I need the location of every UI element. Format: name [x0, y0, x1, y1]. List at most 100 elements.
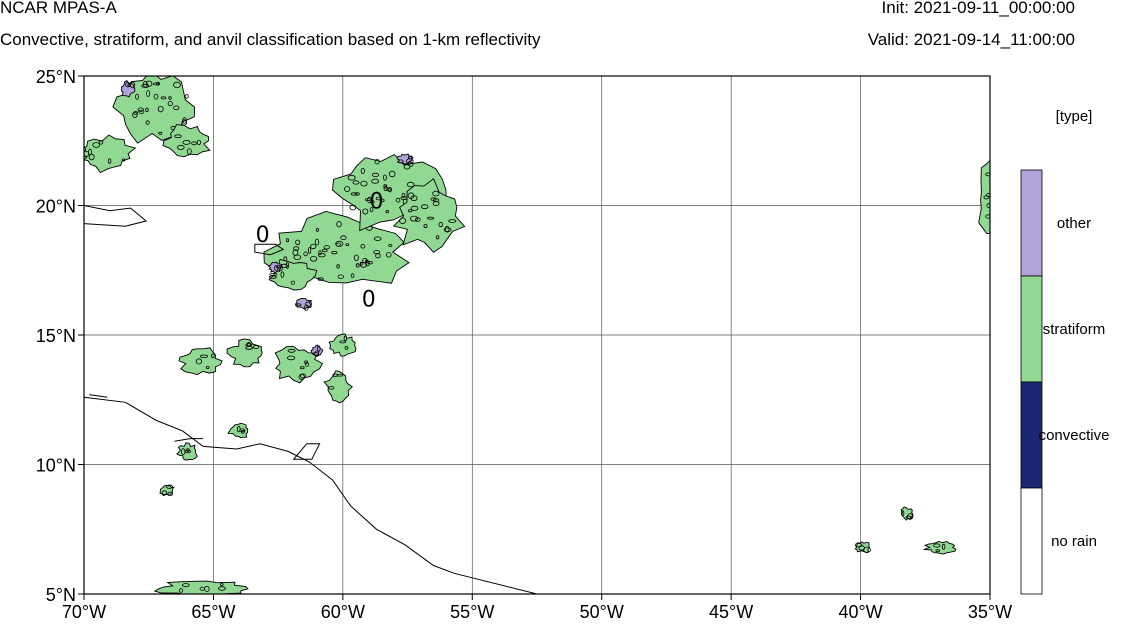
- valid-time-label: Valid: 2021-09-14_11:00:00: [867, 30, 1075, 49]
- contour-speck: [304, 360, 309, 364]
- contour-speck: [352, 180, 360, 185]
- contour-speck: [360, 180, 368, 187]
- contour-speck: [290, 280, 295, 285]
- contour-speck: [423, 224, 428, 229]
- contour-speck: [298, 373, 305, 380]
- contour-speck: [386, 252, 392, 258]
- contour-speck: [388, 170, 396, 178]
- contour-speck: [395, 197, 401, 203]
- contour-speck: [347, 174, 356, 181]
- contour-speck: [182, 583, 190, 588]
- contour-speck: [143, 80, 148, 88]
- contour-speck: [996, 212, 1001, 215]
- contour-speck: [350, 192, 358, 196]
- precip-cell-other: [396, 153, 413, 165]
- contour-speck: [182, 139, 191, 145]
- contour-speck: [167, 101, 173, 107]
- contour-speck: [156, 81, 160, 86]
- contour-speck: [168, 96, 172, 100]
- contour-speck: [181, 448, 186, 455]
- contour-speck: [132, 111, 138, 118]
- contour-speck: [371, 178, 380, 184]
- contour-speck: [307, 246, 312, 254]
- contour-speck: [983, 195, 990, 200]
- contour-speck: [900, 510, 905, 516]
- contour-speck: [152, 82, 159, 86]
- contour-speck: [239, 428, 246, 433]
- contour-speck: [275, 265, 283, 269]
- precip-cell-other: [267, 261, 283, 274]
- contour-speck: [406, 181, 415, 188]
- contour-speck: [137, 107, 144, 112]
- contour-speck: [278, 265, 283, 272]
- contour-speck: [354, 192, 360, 196]
- contour-speck: [362, 208, 369, 215]
- contour-speck: [435, 235, 440, 240]
- contour-speck: [985, 214, 990, 219]
- contour-speck: [443, 227, 452, 232]
- contour-speck: [191, 141, 197, 146]
- contour-speck: [199, 354, 208, 358]
- contour-value-label: 0: [362, 288, 376, 313]
- contour-speck: [158, 131, 163, 135]
- y-tick-label: 5°N: [46, 585, 76, 605]
- contour-speck: [985, 172, 990, 177]
- axis-ticks: 70°W 65°W 60°W 55°W 50°W 45°W 40°W 35°W 25°N 20°N…: [36, 67, 1012, 622]
- x-tick-label: 65°W: [191, 602, 235, 622]
- precip-cell-stratiform: [978, 159, 990, 234]
- contour-speck: [355, 263, 360, 268]
- contour-speck: [286, 355, 296, 361]
- contour-speck: [195, 358, 202, 365]
- legend-title: [type]: [1056, 108, 1093, 125]
- precip-cell-stratiform: [159, 484, 175, 497]
- contour-speck: [408, 161, 414, 167]
- plot-subtitle: Convective, stratiform, and anvil classi…: [0, 30, 541, 49]
- x-tick-label: 55°W: [450, 602, 494, 622]
- precip-cell-stratiform: [923, 541, 957, 555]
- contour-speck: [310, 243, 317, 250]
- contour-speck: [287, 348, 296, 353]
- contour-speck: [371, 172, 380, 177]
- contour-speck: [173, 81, 181, 89]
- contour-speck: [317, 253, 326, 258]
- contour-speck: [350, 273, 355, 279]
- coastline-layer: [84, 205, 538, 594]
- legend: [type] other stratiform convective no rain: [1020, 108, 1109, 595]
- contour-speck: [309, 255, 318, 262]
- contour-speck: [285, 262, 289, 269]
- contour-speck: [438, 221, 444, 228]
- contour-speck: [299, 373, 306, 379]
- contour-speck: [364, 259, 369, 263]
- contour-speck: [448, 219, 457, 223]
- contour-speck: [388, 186, 392, 193]
- contour-speck: [157, 106, 164, 113]
- contour-speck: [337, 274, 344, 279]
- contour-speck: [293, 254, 302, 260]
- contour-speck: [315, 227, 319, 232]
- x-tick-label: 60°W: [321, 602, 365, 622]
- contour-speck: [146, 90, 151, 97]
- contour-speck: [167, 491, 173, 497]
- contour-speck: [863, 546, 871, 553]
- contour-speck: [303, 251, 308, 257]
- contour-speck: [388, 244, 393, 247]
- contour-speck: [133, 111, 138, 115]
- contour-speck: [274, 265, 279, 271]
- coastline: [292, 443, 321, 460]
- contour-speck: [177, 144, 185, 150]
- contour-speck: [986, 203, 990, 209]
- contour-speck: [331, 251, 338, 255]
- contour-speck: [107, 158, 112, 164]
- contour-speck: [373, 236, 382, 241]
- y-tick-label: 10°N: [36, 456, 76, 476]
- coastline: [89, 394, 108, 398]
- contour-speck: [375, 253, 381, 259]
- contour-value-label: 0: [370, 189, 384, 214]
- contour-speck: [121, 158, 126, 162]
- contour-speck: [375, 196, 383, 201]
- contour-speck: [280, 271, 285, 278]
- contour-speck: [349, 204, 357, 211]
- contour-speck: [421, 204, 429, 210]
- contour-speck: [84, 146, 87, 153]
- contour-speck: [364, 198, 371, 202]
